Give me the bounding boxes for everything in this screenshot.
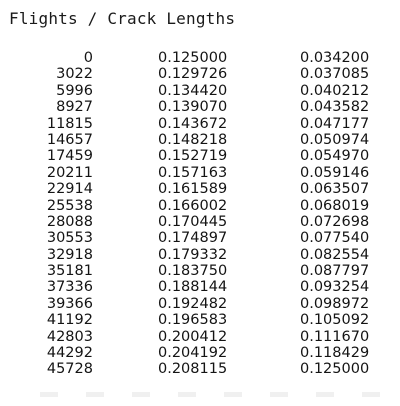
table-row: 35181 0.183750 0.087797 (0, 263, 400, 279)
flights-cell: 20211 (46, 164, 93, 181)
crack-length-a-cell: 0.148218 (158, 131, 228, 148)
crack-length-table: 0 0.125000 0.034200 3022 0.129726 0.037085 599… (0, 50, 400, 378)
crack-length-b-cell: 0.050974 (300, 131, 370, 148)
table-row: 8927 0.139070 0.043582 (0, 99, 400, 115)
crack-length-b-cell: 0.068019 (300, 197, 370, 214)
table-row: 3022 0.129726 0.037085 (0, 66, 400, 82)
flights-cell: 44292 (46, 345, 93, 362)
table-row: 14657 0.148218 0.050974 (0, 132, 400, 148)
flights-cell: 14657 (46, 131, 93, 148)
crack-length-a-cell: 0.196583 (158, 312, 228, 329)
crack-length-b-cell: 0.059146 (300, 164, 370, 181)
crack-length-b-cell: 0.087797 (300, 263, 370, 280)
crack-length-b-cell: 0.098972 (300, 295, 370, 312)
crack-length-b-cell: 0.105092 (300, 312, 370, 329)
flights-cell: 37336 (46, 279, 93, 296)
table-row: 20211 0.157163 0.059146 (0, 165, 400, 181)
crack-length-b-cell: 0.063507 (300, 181, 370, 198)
crack-length-a-cell: 0.125000 (158, 50, 228, 66)
table-row: 25538 0.166002 0.068019 (0, 198, 400, 214)
crack-length-a-cell: 0.208115 (158, 361, 228, 378)
crack-length-b-cell: 0.118429 (300, 345, 370, 362)
table-row: 30553 0.174897 0.077540 (0, 230, 400, 246)
flights-cell: 28088 (46, 213, 93, 230)
crack-length-a-cell: 0.200412 (158, 328, 228, 345)
flights-cell: 0 (83, 50, 93, 66)
crack-length-a-cell: 0.143672 (158, 115, 228, 132)
crack-length-b-cell: 0.125000 (300, 361, 370, 378)
flights-cell: 11815 (46, 115, 93, 132)
crack-length-a-cell: 0.170445 (158, 213, 228, 230)
table-row: 11815 0.143672 0.047177 (0, 116, 400, 132)
crack-length-b-cell: 0.077540 (300, 230, 370, 247)
table-row: 41192 0.196583 0.105092 (0, 312, 400, 328)
crack-length-a-cell: 0.152719 (158, 148, 228, 165)
crack-length-a-cell: 0.129726 (158, 66, 228, 83)
crack-length-b-cell: 0.082554 (300, 246, 370, 263)
crack-length-b-cell: 0.111670 (300, 328, 370, 345)
flights-cell: 3022 (56, 66, 93, 83)
crack-length-b-cell: 0.093254 (300, 279, 370, 296)
crack-length-a-cell: 0.179332 (158, 246, 228, 263)
table-row: 42803 0.200412 0.111670 (0, 329, 400, 345)
table-row: 45728 0.208115 0.125000 (0, 361, 400, 377)
crack-length-a-cell: 0.204192 (158, 345, 228, 362)
flights-cell: 25538 (46, 197, 93, 214)
flights-cell: 41192 (46, 312, 93, 329)
flights-cell: 17459 (46, 148, 93, 165)
flights-cell: 22914 (46, 181, 93, 198)
flights-cell: 8927 (56, 99, 93, 116)
flights-cell: 30553 (46, 230, 93, 247)
crack-length-a-cell: 0.157163 (158, 164, 228, 181)
page-title: Flights / Crack Lengths (9, 9, 236, 28)
crack-length-a-cell: 0.139070 (158, 99, 228, 116)
crack-length-a-cell: 0.166002 (158, 197, 228, 214)
crack-length-a-cell: 0.192482 (158, 295, 228, 312)
table-row: 17459 0.152719 0.054970 (0, 148, 400, 164)
table-row: 22914 0.161589 0.063507 (0, 181, 400, 197)
crack-length-a-cell: 0.174897 (158, 230, 228, 247)
crack-length-b-cell: 0.054970 (300, 148, 370, 165)
table-row: 5996 0.134420 0.040212 (0, 83, 400, 99)
crack-length-b-cell: 0.037085 (300, 66, 370, 83)
flights-cell: 32918 (46, 246, 93, 263)
table-row: 37336 0.188144 0.093254 (0, 279, 400, 295)
flights-cell: 42803 (46, 328, 93, 345)
table-row: 44292 0.204192 0.118429 (0, 345, 400, 361)
table-row: 28088 0.170445 0.072698 (0, 214, 400, 230)
table-row: 39366 0.192482 0.098972 (0, 296, 400, 312)
crack-length-b-cell: 0.072698 (300, 213, 370, 230)
flights-cell: 35181 (46, 263, 93, 280)
flights-cell: 45728 (46, 361, 93, 378)
flights-cell: 39366 (46, 295, 93, 312)
crack-length-b-cell: 0.043582 (300, 99, 370, 116)
crack-length-a-cell: 0.183750 (158, 263, 228, 280)
faint-bottom-artifact (40, 392, 380, 397)
crack-length-a-cell: 0.161589 (158, 181, 228, 198)
crack-length-a-cell: 0.134420 (158, 82, 228, 99)
table-row: 0 0.125000 0.034200 (0, 50, 400, 66)
table-row: 32918 0.179332 0.082554 (0, 247, 400, 263)
crack-length-b-cell: 0.040212 (300, 82, 370, 99)
crack-length-a-cell: 0.188144 (158, 279, 228, 296)
crack-length-b-cell: 0.034200 (300, 50, 370, 66)
crack-length-b-cell: 0.047177 (300, 115, 370, 132)
flights-cell: 5996 (56, 82, 93, 99)
